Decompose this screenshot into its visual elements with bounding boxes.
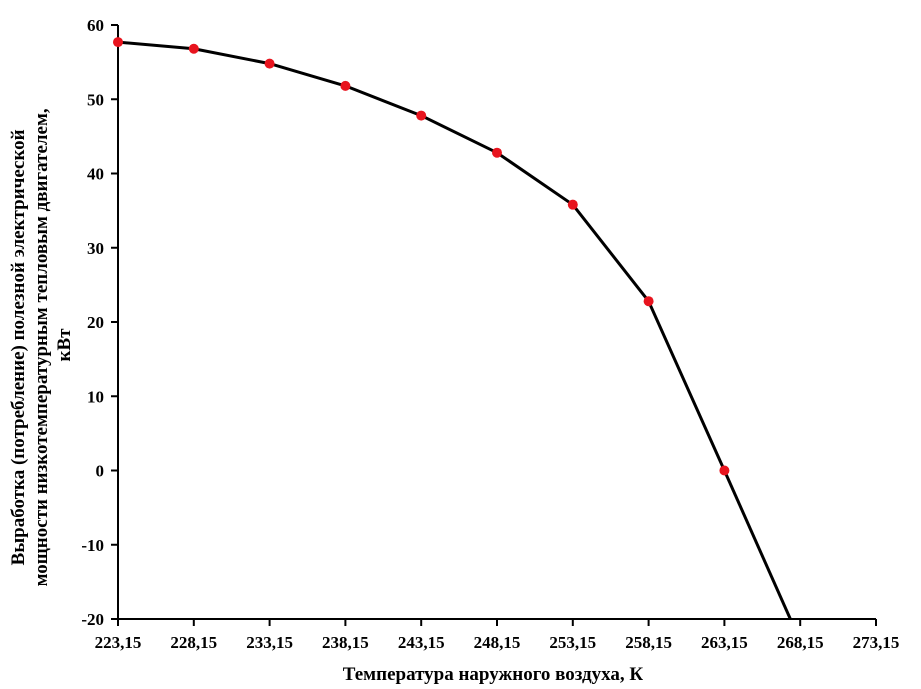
x-tick-label: 253,15: [549, 633, 596, 652]
y-tick-label: -20: [81, 610, 104, 629]
data-point: [643, 296, 654, 307]
data-markers: [113, 37, 730, 476]
x-tick-label: 248,15: [474, 633, 521, 652]
x-tick-label: 273,15: [853, 633, 900, 652]
x-tick-label: 233,15: [246, 633, 293, 652]
y-axis-title-line-3: кВт: [54, 328, 75, 362]
y-tick-label: 10: [87, 387, 104, 406]
data-point: [719, 465, 730, 476]
y-tick-label: 20: [87, 313, 104, 332]
x-tick-label: 238,15: [322, 633, 369, 652]
x-axis-ticks: 223,15 228,15 233,15 238,15 243,15 248,15 253,…: [95, 619, 900, 652]
data-point: [113, 37, 123, 48]
y-tick-label: -10: [81, 536, 104, 555]
data-point: [264, 58, 275, 69]
data-point: [492, 147, 502, 158]
data-point: [416, 110, 427, 121]
data-point: [567, 199, 578, 210]
series-lines: [117, 40, 792, 620]
y-tick-label: 30: [87, 239, 104, 258]
y-tick-label: 60: [87, 16, 104, 35]
y-tick-label: 0: [96, 462, 105, 481]
x-tick-label: 223,15: [95, 633, 142, 652]
y-axis-title: Выработка (потребление) полезной электри…: [8, 104, 75, 587]
series-line-1: [117, 40, 726, 472]
x-tick-label: 258,15: [625, 633, 672, 652]
y-axis-title-line-2: мощности низкотемпературным тепловым дви…: [31, 108, 52, 586]
data-point: [188, 43, 199, 54]
x-tick-label: 228,15: [170, 633, 217, 652]
x-tick-label: 263,15: [701, 633, 748, 652]
series-line-2: [723, 469, 792, 620]
y-axis-title-line-1: Выработка (потребление) полезной электри…: [8, 129, 29, 565]
x-tick-label: 268,15: [777, 633, 824, 652]
x-axis-title: Температура наружного воздуха, К: [343, 664, 644, 685]
axes: [117, 25, 876, 620]
y-axis-ticks: -20 -10 0 10 20 30 40 50 60: [81, 16, 118, 629]
y-tick-label: 50: [87, 90, 104, 109]
x-tick-label: 243,15: [398, 633, 445, 652]
y-tick-label: 40: [87, 165, 104, 184]
data-point: [340, 80, 351, 91]
